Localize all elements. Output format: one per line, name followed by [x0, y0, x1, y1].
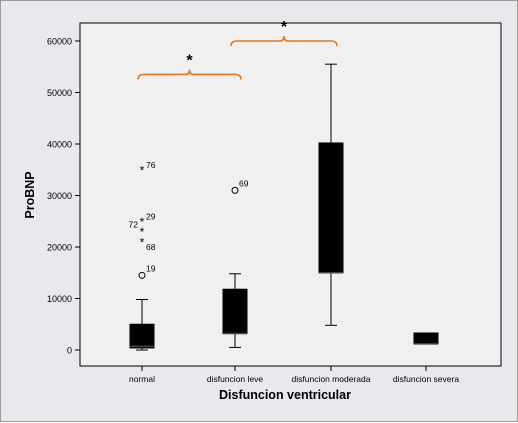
significance-bracket: [137, 69, 242, 80]
outlier-star: *: [140, 163, 145, 177]
outlier-circle: [138, 271, 146, 279]
outlier-label: 72: [129, 220, 139, 230]
outlier-label: 19: [146, 263, 156, 273]
box-1: [222, 288, 248, 335]
y-tick-label: 10000: [47, 294, 72, 304]
x-tick-label: disfuncion severa: [393, 374, 459, 384]
box-3: [413, 332, 439, 345]
y-tick-label: 20000: [47, 243, 72, 253]
outlier-label: 29: [146, 211, 156, 221]
y-tick-label: 30000: [47, 191, 72, 201]
y-tick-label: 60000: [47, 37, 72, 47]
significance-bracket: [230, 35, 338, 47]
box-0: [129, 323, 155, 349]
x-tick-label: disfuncion leve: [207, 374, 264, 384]
outlier-circle: [231, 186, 239, 194]
significance-star: *: [186, 52, 193, 69]
y-tick-label: 50000: [47, 88, 72, 98]
outlier-label: 68: [146, 242, 156, 252]
x-axis-label: Disfuncion ventricular: [219, 388, 351, 402]
box-2: [318, 142, 344, 274]
outlier-star: *: [140, 225, 145, 239]
outlier-label: 76: [146, 160, 156, 170]
y-axis-label: ProBNP: [23, 171, 37, 218]
y-tick-label: 40000: [47, 140, 72, 150]
x-tick-label: normal: [129, 374, 155, 384]
significance-star: *: [281, 19, 288, 36]
y-tick-label: 0: [67, 346, 72, 356]
outlier-star: *: [140, 215, 145, 229]
x-tick-label: disfuncion moderada: [292, 374, 371, 384]
outlier-star: *: [140, 235, 145, 249]
outlier-label: 69: [239, 178, 249, 188]
plot-area: [79, 22, 502, 367]
